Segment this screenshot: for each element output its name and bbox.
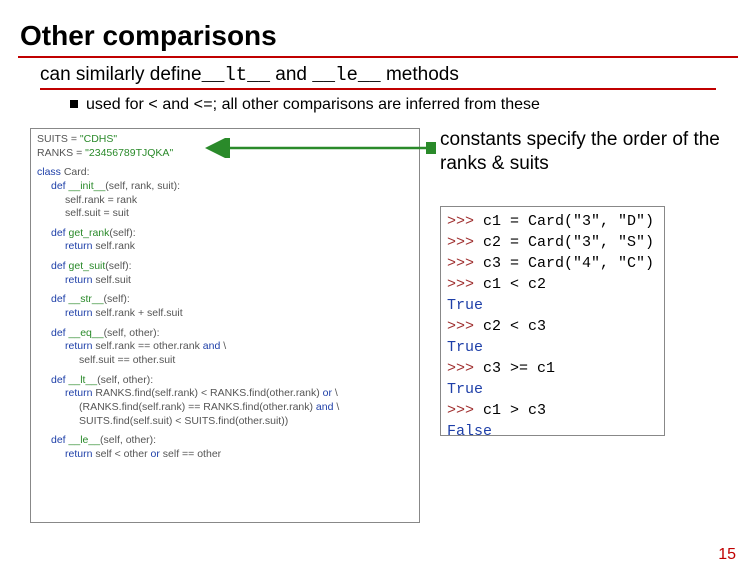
repl-line: >>> c3 >= c1 bbox=[447, 358, 658, 379]
code-line: return self.rank + self.suit bbox=[37, 307, 413, 321]
code-line: return self.rank == other.rank and \ bbox=[37, 340, 413, 354]
subtitle-pre: can similarly define bbox=[40, 64, 202, 85]
repl-line: >>> c3 = Card("4", "C") bbox=[447, 253, 658, 274]
repl-result: False bbox=[447, 421, 658, 442]
code-line: return self.suit bbox=[37, 274, 413, 288]
slide-title: Other comparisons bbox=[0, 0, 756, 52]
code-line: def get_suit(self): bbox=[37, 260, 413, 274]
code-line: def __str__(self): bbox=[37, 293, 413, 307]
repl-result: True bbox=[447, 337, 658, 358]
code-line: self.suit = suit bbox=[37, 207, 413, 221]
repl-line: >>> c1 > c3 bbox=[447, 400, 658, 421]
code-line: self.suit == other.suit bbox=[37, 354, 413, 368]
code-line: def __eq__(self, other): bbox=[37, 327, 413, 341]
repl-result: True bbox=[447, 295, 658, 316]
code-line: class Card: bbox=[37, 166, 90, 178]
repl-line: >>> c1 < c2 bbox=[447, 274, 658, 295]
code-listing: SUITS = "CDHS" RANKS = "23456789TJQKA" c… bbox=[30, 128, 420, 523]
code-line: def __le__(self, other): bbox=[37, 434, 413, 448]
code-line: RANKS = "23456789TJQKA" bbox=[37, 147, 173, 159]
repl-output: >>> c1 = Card("3", "D") >>> c2 = Card("3… bbox=[440, 206, 665, 436]
repl-line: >>> c2 < c3 bbox=[447, 316, 658, 337]
code-line: def __init__(self, rank, suit): bbox=[37, 180, 413, 194]
bullet-mid1: and bbox=[158, 96, 194, 113]
code-line: SUITS.find(self.suit) < SUITS.find(other… bbox=[37, 415, 413, 429]
code-line: def get_rank(self): bbox=[37, 227, 413, 241]
code-line: return self.rank bbox=[37, 240, 413, 254]
code-line: return RANKS.find(self.rank) < RANKS.fin… bbox=[37, 387, 413, 401]
code-line: (RANKS.find(self.rank) == RANKS.find(oth… bbox=[37, 401, 413, 415]
code-line: SUITS = "CDHS" bbox=[37, 133, 117, 145]
page-number: 15 bbox=[718, 546, 736, 564]
code-lt: __lt__ bbox=[202, 64, 270, 86]
code-line: def __lt__(self, other): bbox=[37, 374, 413, 388]
bullet-post: ; all other comparisons are inferred fro… bbox=[213, 96, 540, 113]
code-line: self.rank = rank bbox=[37, 194, 413, 208]
code-le: __le__ bbox=[312, 64, 380, 86]
subtitle: can similarly define__lt__ and __le__ me… bbox=[0, 58, 756, 86]
bullet-op1: < bbox=[148, 96, 158, 114]
bullet-op2: <= bbox=[193, 96, 212, 114]
bullet-line: used for < and <=; all other comparisons… bbox=[0, 90, 756, 114]
bullet-pre: used for bbox=[86, 96, 148, 113]
bullet-icon bbox=[70, 100, 78, 108]
subtitle-mid: and bbox=[270, 64, 312, 85]
code-line: return self < other or self == other bbox=[37, 448, 413, 462]
repl-line: >>> c1 = Card("3", "D") bbox=[447, 211, 658, 232]
subtitle-post: methods bbox=[381, 64, 459, 85]
annotation-text: constants specify the order of the ranks… bbox=[440, 128, 720, 176]
arrow-icon bbox=[200, 138, 440, 158]
repl-result: True bbox=[447, 379, 658, 400]
repl-line: >>> c2 = Card("3", "S") bbox=[447, 232, 658, 253]
